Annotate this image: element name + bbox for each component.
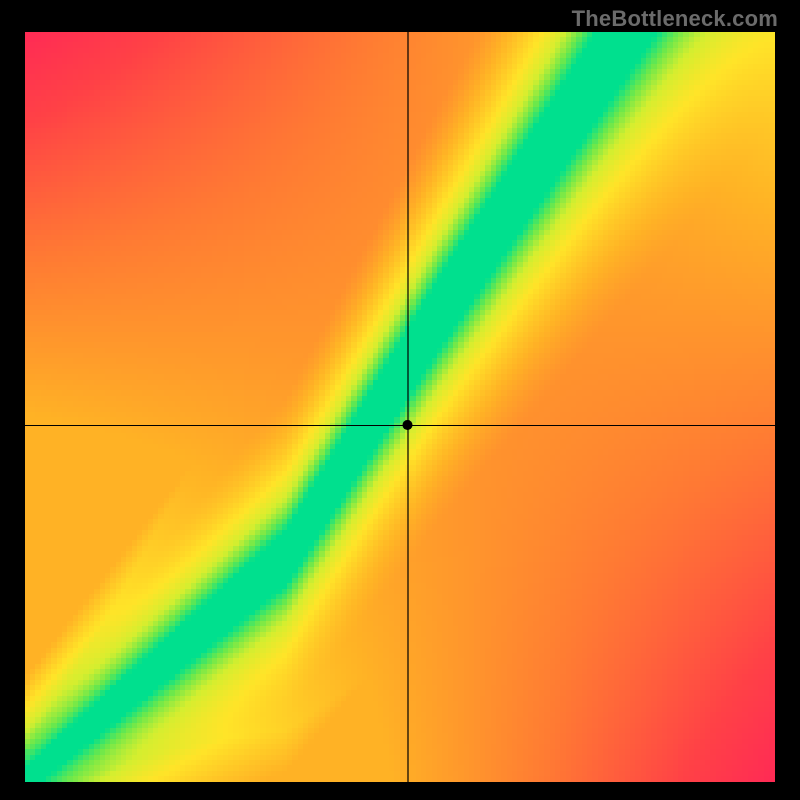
chart-frame: TheBottleneck.com [0,0,800,800]
heatmap-canvas [25,32,775,782]
watermark-text: TheBottleneck.com [572,6,778,32]
plot-area [25,32,775,782]
